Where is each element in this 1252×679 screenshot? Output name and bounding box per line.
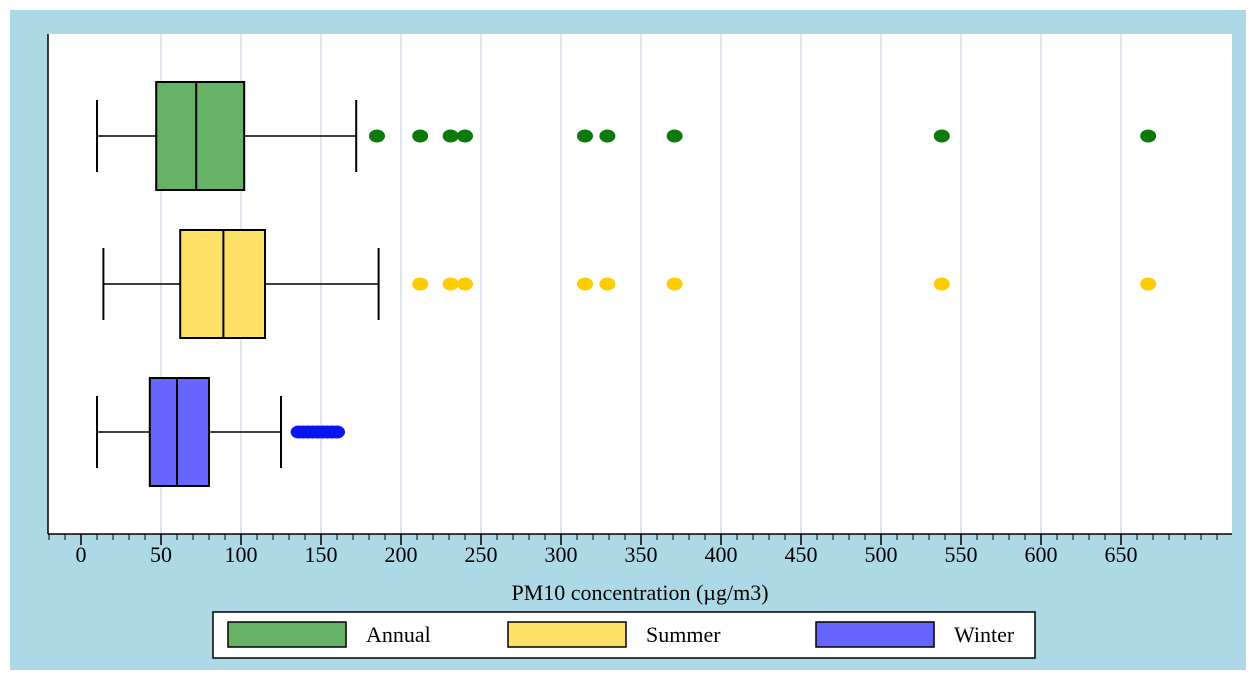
summer-outlier-point [457,277,473,291]
box-series-group [96,81,1157,487]
box-series-summer [102,229,1157,339]
x-tick-label-550: 550 [945,542,978,567]
annual-outlier-point [933,129,950,143]
annual-outlier-point [577,129,593,143]
x-tick-label-300: 300 [545,542,578,567]
summer-outlier-point [933,277,950,291]
x-tick-label-150: 150 [305,542,338,567]
annual-outlier-point [1140,129,1157,143]
summer-outlier-point [599,277,616,291]
x-tick-label-250: 250 [465,542,498,567]
legend-swatch-winter [815,621,935,648]
grid-lines [160,34,1122,534]
x-tick-label-650: 650 [1105,542,1138,567]
annual-outlier-point [666,129,683,143]
x-tick-label-450: 450 [785,542,818,567]
summer-outlier-point [577,277,593,291]
legend: Annual Summer Winter [212,611,1036,659]
annual-outlier-point [369,129,385,143]
x-tick-label-400: 400 [705,542,738,567]
annual-outlier-point [599,129,616,143]
winter-box [148,377,211,487]
winter-outlier-point [329,425,345,439]
annual-outlier-point [412,129,429,143]
summer-outlier-point [666,277,683,291]
summer-outlier-point [1140,277,1157,291]
box-series-annual [96,81,1157,191]
annual-outlier-point [442,129,459,143]
x-tick-label-0: 0 [76,542,87,567]
x-tick-label-200: 200 [385,542,418,567]
x-tick-label-500: 500 [865,542,898,567]
legend-label-winter: Winter [954,622,1015,647]
legend-label-summer: Summer [646,622,721,647]
summer-outlier-point [412,277,429,291]
x-tick-label-350: 350 [625,542,658,567]
summer-outlier-point [442,277,459,291]
box-series-winter [96,377,345,487]
legend-label-annual: Annual [366,622,431,647]
annual-box [155,81,246,191]
legend-swatch-summer [507,621,627,648]
x-tick-label-50: 50 [150,542,172,567]
x-tick-label-600: 600 [1025,542,1058,567]
legend-swatch-annual [227,621,347,648]
x-axis: 0 50 100 150 200 250 300 350 400 450 500 550 600 650 [47,34,1232,567]
annual-outlier-point [457,129,473,143]
x-tick-label-100: 100 [225,542,258,567]
x-axis-label: PM10 concentration (µg/m3) [511,580,768,605]
